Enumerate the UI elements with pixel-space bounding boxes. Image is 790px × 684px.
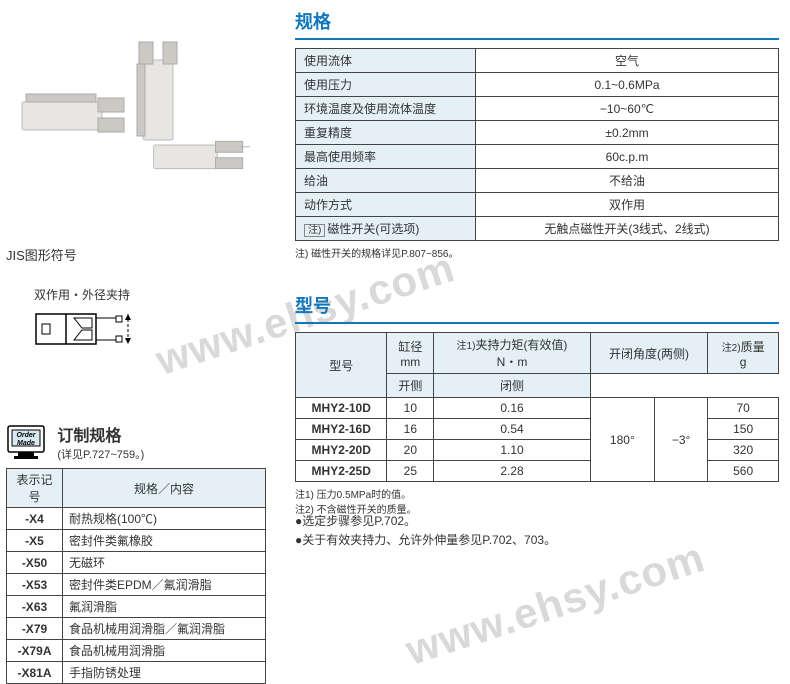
reference-notes: ●选定步骤参见P.702。 ●关于有效夹持力、允许外伸量参见P.702、703。 xyxy=(295,510,556,550)
svg-text:Order: Order xyxy=(16,432,36,439)
table-row: -X50无磁环 xyxy=(7,552,266,574)
jis-label: JIS图形符号 xyxy=(6,245,77,264)
table-row: -X4耐热规格(100℃) xyxy=(7,508,266,530)
table-row: 使用压力0.1~0.6MPa xyxy=(296,73,779,97)
ordermade-sub: (详见P.727~759。) xyxy=(57,446,144,462)
col-model: 型号 xyxy=(296,333,387,398)
bullet-1: ●选定步骤参见P.702。 xyxy=(295,512,556,529)
model-footnote1: 注1) 压力0.5MPa时的值。 xyxy=(295,486,779,501)
table-row: 动作方式双作用 xyxy=(296,193,779,217)
col-code: 表示记号 xyxy=(7,469,63,508)
svg-text:Made: Made xyxy=(17,440,35,447)
table-row: -X63氟润滑脂 xyxy=(7,596,266,618)
model-section: 型号 型号 缸径mm 注1)夹持力矩(有效值)N・m 开闭角度(两侧) 注2)质… xyxy=(295,292,779,516)
col-mass: 注2)质量g xyxy=(708,333,779,374)
custom-table: 表示记号 规格／内容 -X4耐热规格(100℃) -X5密封件类氟橡胶 -X50… xyxy=(6,468,266,684)
spec-footnote: 注) 磁性开关的规格详见P.807~856。 xyxy=(295,245,779,260)
ordermade-section: Order Made 订制规格 (详见P.727~759。) 表示记号 规格／内… xyxy=(6,422,276,684)
product-illustration xyxy=(10,30,270,210)
model-title: 型号 xyxy=(295,292,779,324)
ordermade-icon: Order Made xyxy=(6,422,50,462)
spec-title: 规格 xyxy=(295,8,779,40)
spec-table: 使用流体空气 使用压力0.1~0.6MPa 环境温度及使用流体温度−10~60℃… xyxy=(295,48,779,241)
table-row: 给油不给油 xyxy=(296,169,779,193)
bullet-2: ●关于有效夹持力、允许外伸量参见P.702、703。 xyxy=(295,531,556,548)
table-row: 注)磁性开关(可选项) 无触点磁性开关(3线式、2线式) xyxy=(296,217,779,241)
jis-sublabel: 双作用・外径夹持 xyxy=(34,286,130,303)
table-row: -X79食品机械用润滑脂／氟润滑脂 xyxy=(7,618,266,640)
spec-section: 规格 使用流体空气 使用压力0.1~0.6MPa 环境温度及使用流体温度−10~… xyxy=(295,8,779,260)
table-row: 最高使用频率60c.p.m xyxy=(296,145,779,169)
ordermade-title: 订制规格 xyxy=(57,422,144,446)
table-row: -X53密封件类EPDM／氟润滑脂 xyxy=(7,574,266,596)
table-row: 重复精度±0.2mm xyxy=(296,121,779,145)
table-row: 环境温度及使用流体温度−10~60℃ xyxy=(296,97,779,121)
model-table: 型号 缸径mm 注1)夹持力矩(有效值)N・m 开闭角度(两侧) 注2)质量g … xyxy=(295,332,779,482)
table-row: -X5密封件类氟橡胶 xyxy=(7,530,266,552)
table-row: MHY2-10D 10 0.16 180° −3° 70 xyxy=(296,398,779,419)
watermark: www.ehsy.com xyxy=(400,533,710,675)
col-desc: 规格／内容 xyxy=(63,469,266,508)
col-torque: 注1)夹持力矩(有效值)N・m xyxy=(434,333,591,374)
jis-symbol-diagram xyxy=(34,304,154,357)
table-row: -X81A手指防锈处理 xyxy=(7,662,266,684)
table-row: -X79A食品机械用润滑脂 xyxy=(7,640,266,662)
table-row: 使用流体空气 xyxy=(296,49,779,73)
col-angle: 开闭角度(两侧) xyxy=(590,333,708,374)
note-prefix: 注) xyxy=(304,224,325,237)
col-bore: 缸径mm xyxy=(387,333,434,374)
